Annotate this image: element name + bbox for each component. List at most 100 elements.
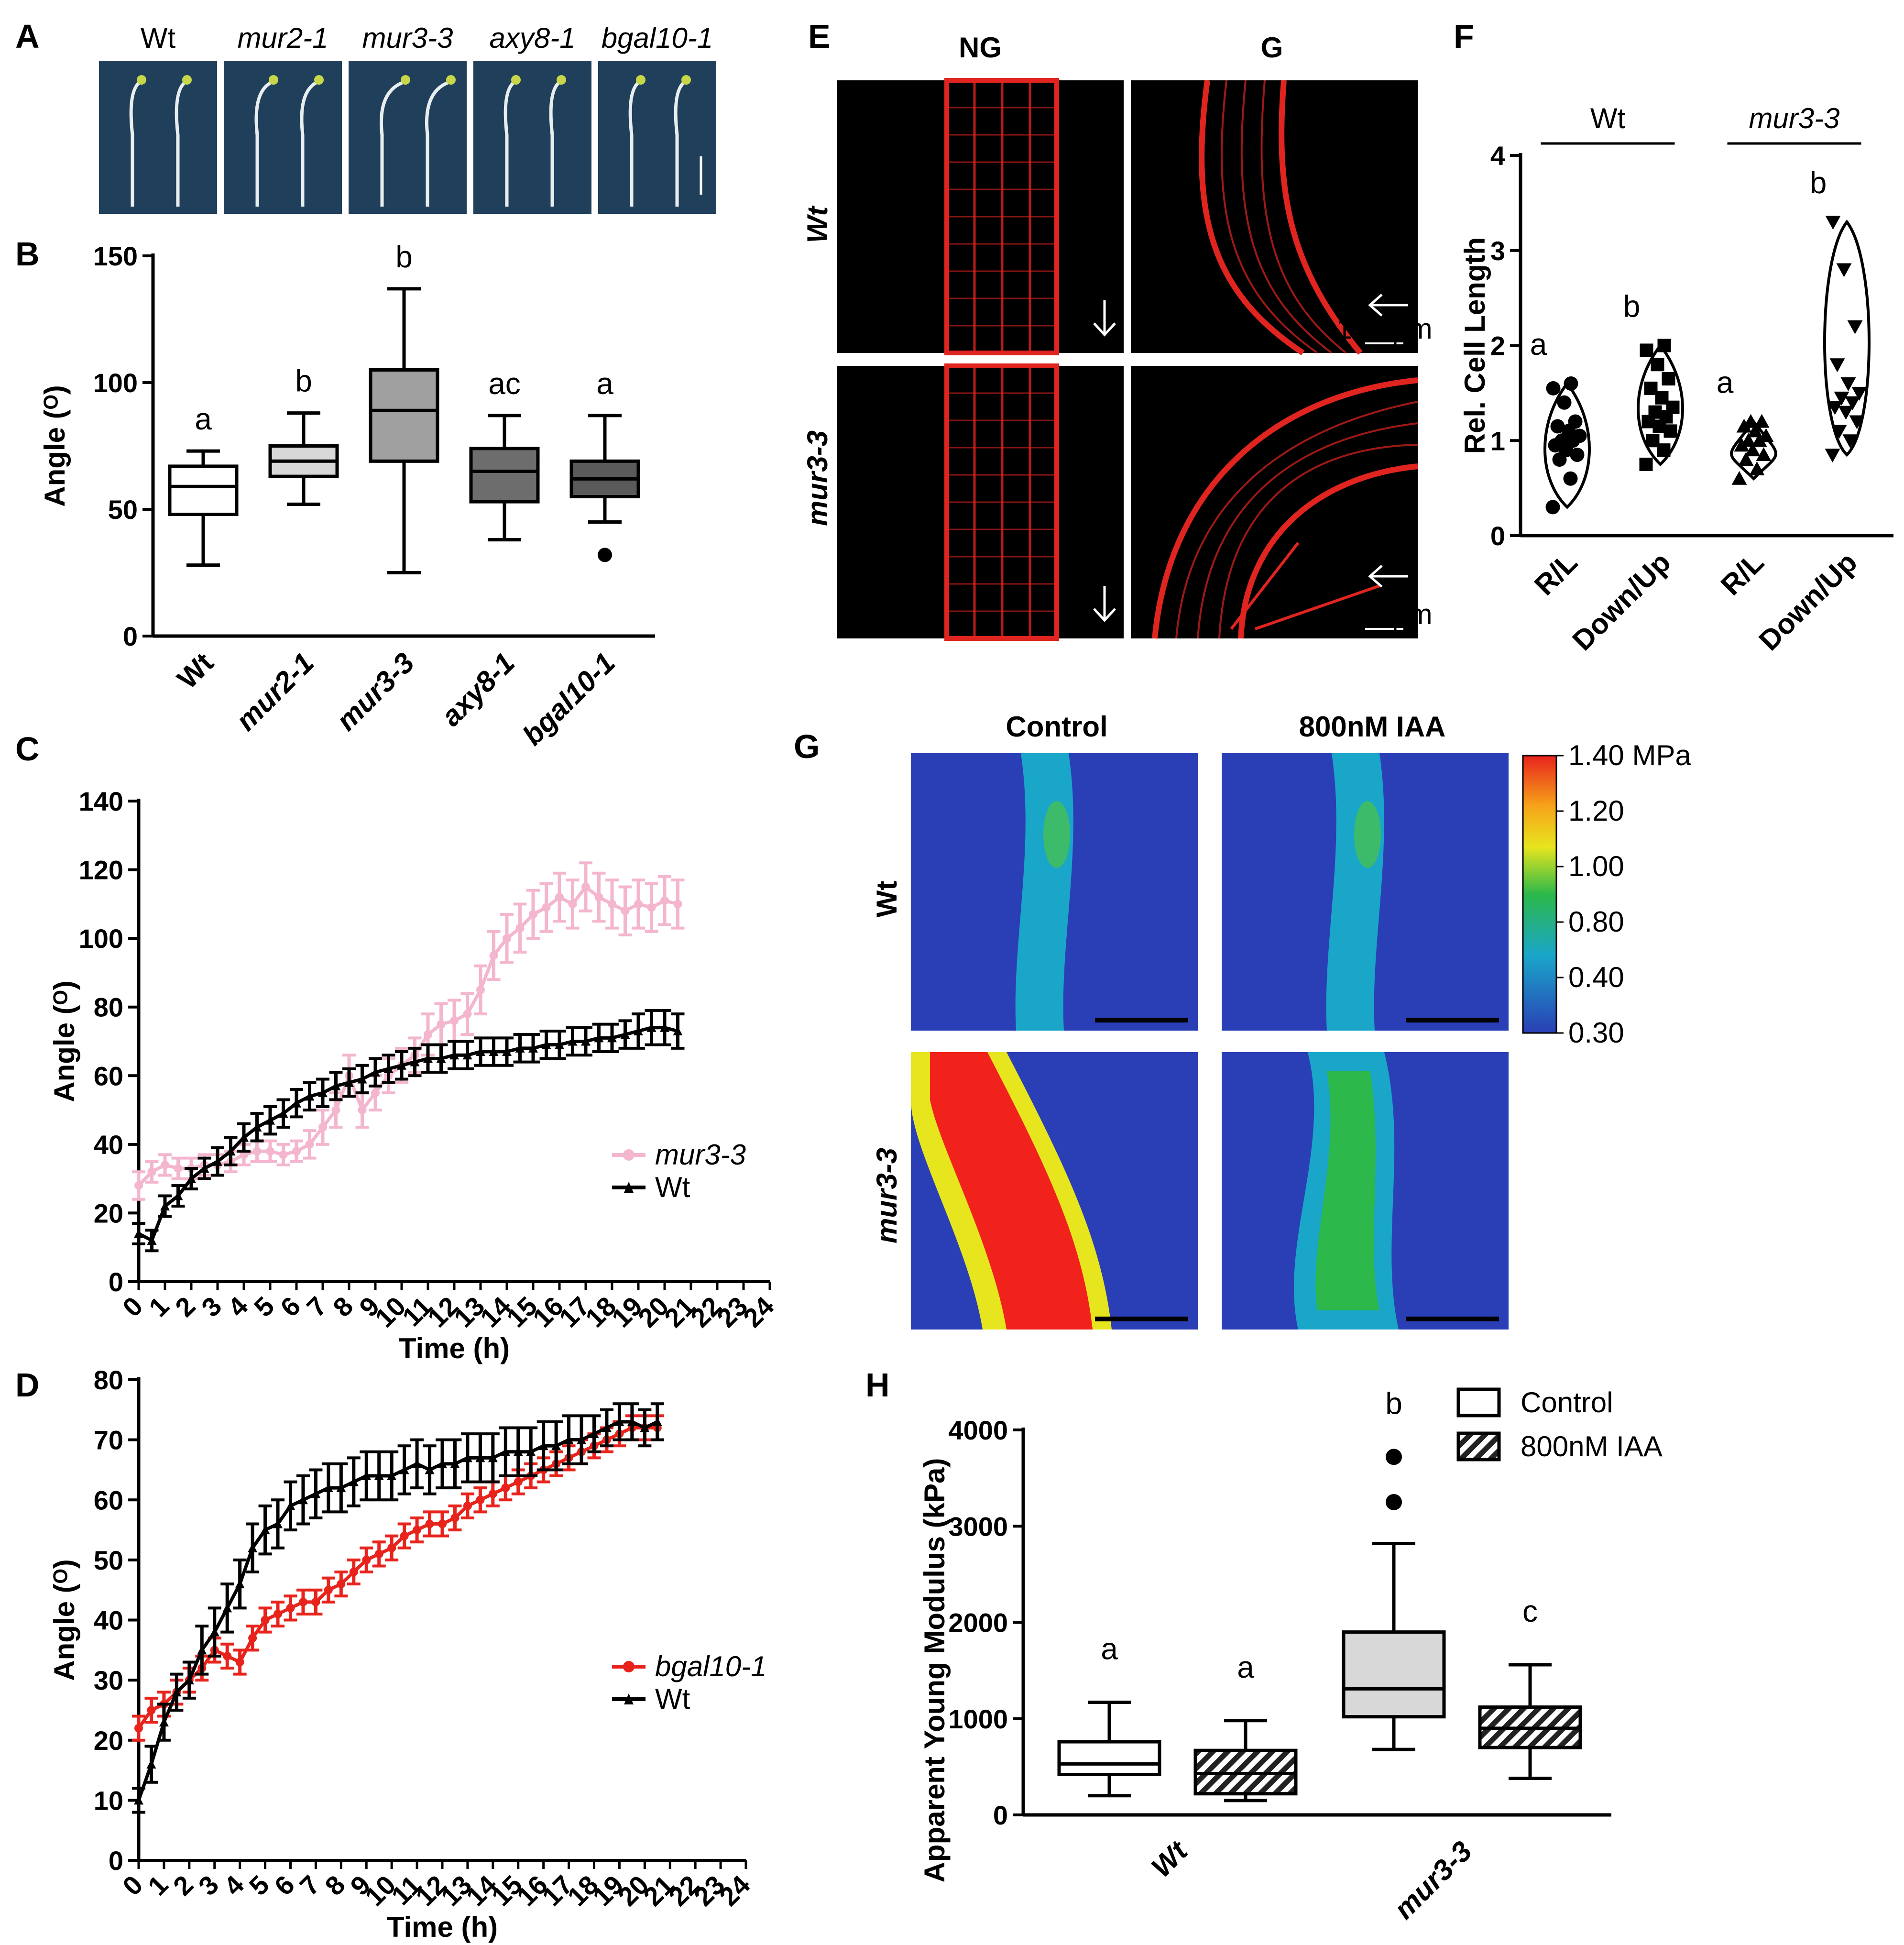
data-point [1749,461,1765,475]
x-tick-label: 2 [167,1869,199,1901]
data-point [186,1174,196,1183]
x-tick-label: 3 [193,1869,225,1901]
gravity-arrow-head [1093,608,1116,622]
micrograph-tile [1131,366,1418,638]
cell-file [1175,401,1418,639]
significance-letter: b [1810,165,1827,200]
x-tick-label: Down/Up [1753,546,1863,657]
data-point [1657,339,1671,352]
data-point [1563,471,1578,486]
data-point [450,1459,460,1468]
seedling-cotyledon [511,75,521,85]
y-tick-label: 0 [993,1800,1008,1830]
data-point [621,906,630,915]
data-point [476,985,485,994]
data-point [652,1417,662,1426]
x-tick-label: Wt [171,647,220,695]
legend-marker [623,1661,635,1672]
data-point [462,1453,472,1462]
y-tick-label: 140 [79,786,123,816]
y-axis-label: Angle (ᴼ) [48,1559,80,1681]
y-tick-label: 40 [94,1605,123,1636]
data-point [438,1459,447,1468]
legend-label: Wt [655,1171,690,1203]
cell-file [1260,80,1347,354]
significance-letter: c [1522,1594,1538,1628]
data-point [462,1050,472,1060]
data-point [489,951,498,960]
data-point [475,1453,485,1462]
cell-file [1197,422,1418,639]
violin-outline [1730,419,1777,481]
cell-file [1218,444,1418,639]
x-axis-label: Time (h) [399,1332,510,1364]
data-point [1838,406,1854,420]
significance-letter: b [395,240,413,274]
x-tick-label: Wt [1145,1834,1195,1884]
seedling-photo-strip: Wt mur2-1 mur3-3 axy8-1 bgal10-1 [99,22,716,214]
chart-b-angle-boxplot: 0 50 100 150 Angle (ᴼ) a Wt b mur2-1 b mur3-3 ac axy… [39,240,655,751]
outlier-point [1386,1449,1402,1465]
significance-letter: a [1237,1650,1254,1684]
data-point [134,1181,143,1190]
data-point [1829,358,1845,373]
seedling-root [175,81,186,207]
y-tick-label: 4000 [948,1415,1008,1445]
data-point [634,1026,643,1035]
data-point [226,1146,236,1156]
panel-label-e: E [808,18,831,55]
data-point [614,1417,624,1426]
y-tick-label: 150 [93,241,138,271]
series-line [137,884,678,1187]
photo-tile [224,61,342,214]
seedling-root [129,81,141,207]
data-point [438,1519,447,1528]
seedling-root [379,80,405,207]
data-point [147,1167,156,1176]
x-tick-label: 6 [274,1291,306,1323]
panel-c: C 02040608010012014001234567891011121314… [15,730,779,1364]
colorbar-tick-label: 1.20 [1568,795,1624,827]
seedling-root [300,80,318,207]
data-point [1570,448,1585,462]
box [1057,1740,1161,1776]
data-point [1851,386,1867,401]
data-point [1572,429,1587,443]
y-tick-label: 3 [1490,236,1505,266]
significance-letter: a [1717,365,1734,400]
y-tick-label: 100 [93,368,138,398]
genotype-label-Wt: Wt [141,22,176,54]
panel-label-f: F [1454,18,1474,55]
colorbar-tick-label: 1.40 MPa [1568,739,1691,771]
data-point [488,1453,498,1462]
data-point [463,1010,472,1019]
x-tick-label: 7 [294,1869,326,1901]
data-point [589,1429,599,1439]
y-tick-label: 0 [1490,521,1505,551]
y-tick-label: 120 [79,855,123,885]
data-point [239,1132,249,1142]
row-label-wt: Wt [801,205,833,243]
data-point [646,1022,657,1032]
data-point [361,1471,372,1480]
y-tick-label: 2 [1490,331,1505,361]
data-point [1545,500,1560,515]
photo-tile [598,61,716,214]
significance-letter: a [195,402,212,436]
y-tick-label: 100 [79,923,123,954]
confocal-micrographs: 100 µm 100 µm [837,78,1433,641]
box [168,464,239,516]
x-tick-label: mur3-3 [330,647,420,737]
y-tick-label: 0 [109,1846,123,1876]
seedling-root [425,80,450,207]
data-point [371,1067,380,1077]
data-point [147,1705,156,1714]
data-point [260,1525,270,1535]
x-tick-label: R/L [1528,546,1584,602]
data-point [305,1091,315,1101]
data-point [197,1645,207,1655]
significance-letter: b [1385,1386,1402,1420]
data-point [248,1543,258,1552]
data-point [318,1122,327,1132]
data-point [502,1047,512,1056]
